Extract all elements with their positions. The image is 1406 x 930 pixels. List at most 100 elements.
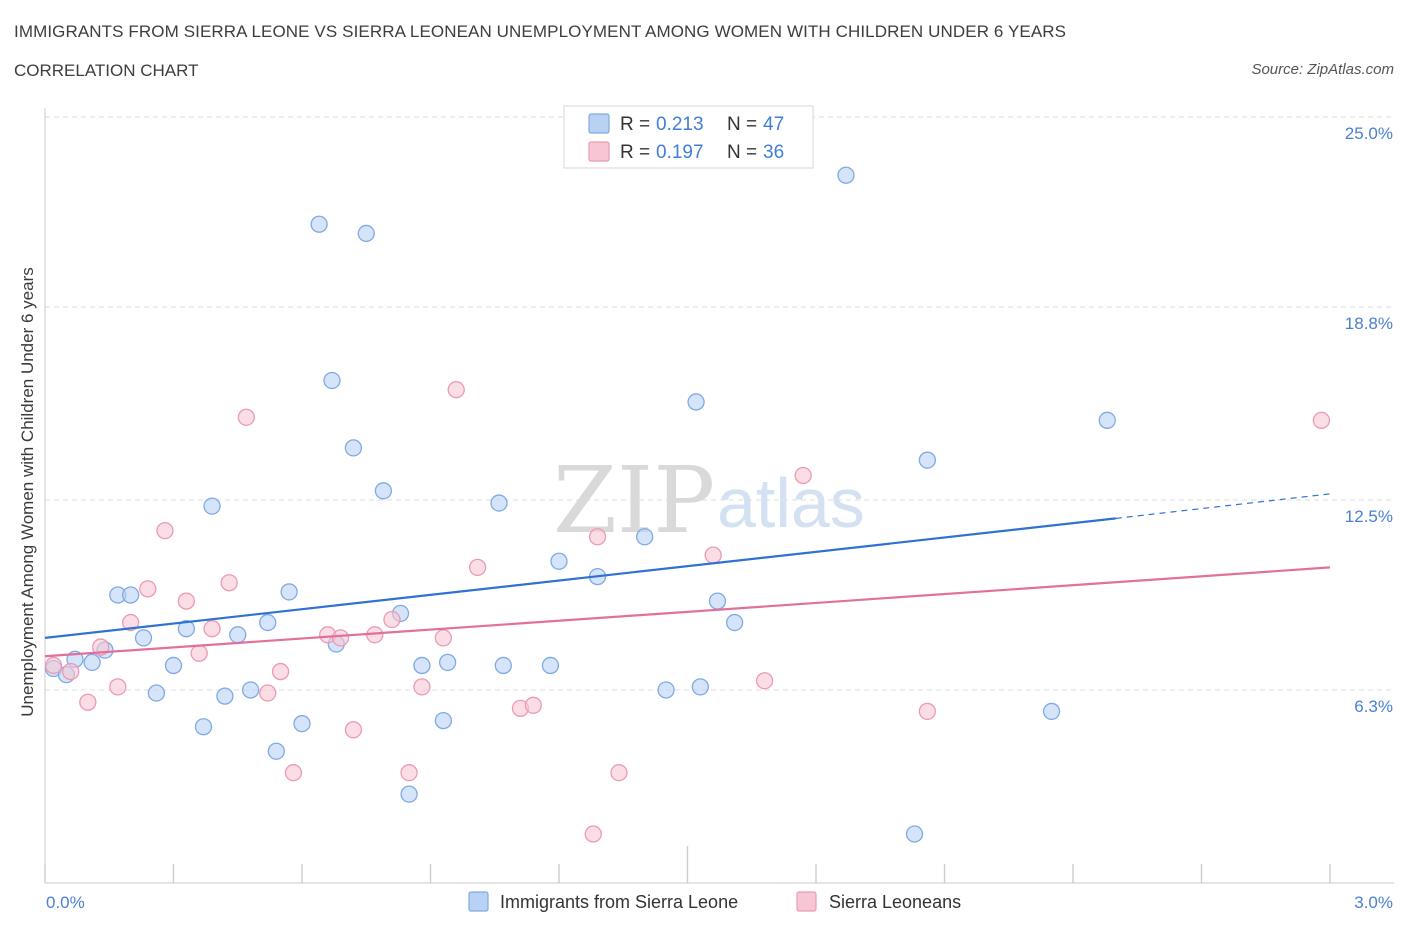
point-sierra-leoneans-9: [190, 644, 208, 662]
point-immigrants-7: [134, 629, 153, 647]
y-tick-label-2: 18.8%: [1345, 314, 1393, 333]
point-immigrants-27: [400, 785, 418, 803]
point-immigrants-20: [310, 215, 328, 233]
point-immigrants-34: [550, 552, 568, 570]
axes: [44, 108, 1394, 884]
point-immigrants-24: [357, 224, 375, 243]
point-immigrants-36: [636, 528, 654, 546]
point-immigrants-12: [203, 497, 221, 515]
point-sierra-leoneans-35: [1312, 411, 1331, 429]
point-sierra-leoneans-31: [704, 546, 722, 564]
point-immigrants-16: [259, 613, 277, 632]
point-immigrants-44: [918, 451, 937, 469]
point-sierra-leoneans-15: [284, 764, 303, 782]
point-sierra-leoneans-5: [122, 613, 140, 632]
point-immigrants-6: [122, 586, 140, 604]
point-sierra-leoneans-8: [177, 592, 196, 610]
point-immigrants-29: [434, 711, 453, 730]
point-immigrants-14: [229, 626, 247, 644]
y-tick-label-3: 25.0%: [1345, 124, 1393, 143]
point-immigrants-10: [177, 620, 196, 638]
point-sierra-leoneans-11: [220, 574, 238, 592]
legend-series: Immigrants from Sierra Leone Sierra Leon…: [468, 891, 961, 912]
point-sierra-leoneans-33: [794, 466, 812, 485]
point-sierra-leoneans-7: [156, 521, 174, 540]
x-tick-label-0: 0.0%: [46, 893, 85, 912]
point-immigrants-25: [374, 482, 393, 500]
legend-r-label-1: R =: [620, 114, 650, 135]
point-immigrants-38: [687, 393, 705, 411]
legend-series-label-1: Immigrants from Sierra Leone: [500, 892, 738, 912]
data-points: [44, 166, 1331, 843]
chart-title: IMMIGRANTS FROM SIERRA LEONE VS SIERRA L…: [14, 22, 1067, 41]
y-tick-label-1: 12.5%: [1345, 507, 1393, 526]
legend-r-label-2: R =: [620, 142, 650, 163]
point-immigrants-28: [413, 656, 431, 675]
point-sierra-leoneans-24: [447, 381, 465, 399]
point-sierra-leoneans-4: [109, 678, 127, 696]
point-sierra-leoneans-1: [62, 662, 80, 681]
legend-n-label-2: N =: [727, 142, 757, 163]
point-sierra-leoneans-17: [331, 629, 350, 647]
legend-swatch-blue: [588, 113, 610, 134]
legend-n-value-1: 47: [763, 114, 784, 135]
legend-n-label-1: N =: [727, 114, 757, 135]
point-sierra-leoneans-28: [584, 825, 602, 843]
legend-stats: R = 0.213 N = 47 R = 0.197 N = 36: [563, 105, 814, 169]
y-axis-title: Unemployment Among Women with Children U…: [18, 267, 37, 716]
chart-subtitle: CORRELATION CHART: [14, 61, 199, 80]
point-sierra-leoneans-29: [588, 528, 607, 546]
point-immigrants-23: [344, 439, 363, 457]
point-immigrants-18: [280, 583, 298, 601]
point-immigrants-11: [194, 718, 213, 736]
watermark-atlas: atlas: [717, 464, 865, 542]
point-immigrants-41: [725, 613, 744, 632]
point-sierra-leoneans-20: [383, 610, 401, 629]
point-immigrants-37: [657, 681, 675, 699]
legend-series-label-2: Sierra Leoneans: [829, 892, 961, 912]
y-tick-label-0: 6.3%: [1354, 697, 1393, 716]
point-immigrants-17: [267, 742, 285, 760]
point-sierra-leoneans-6: [139, 580, 157, 598]
point-immigrants-15: [241, 681, 260, 699]
point-sierra-leoneans-21: [400, 764, 418, 782]
point-sierra-leoneans-10: [203, 620, 221, 638]
legend-series-swatch-blue: [468, 891, 489, 912]
point-immigrants-21: [323, 371, 341, 390]
point-sierra-leoneans-30: [610, 764, 628, 782]
point-immigrants-42: [837, 166, 855, 184]
trend-line-immigrants: [44, 517, 1116, 639]
point-immigrants-31: [494, 656, 512, 675]
point-immigrants-40: [708, 592, 727, 610]
point-immigrants-32: [490, 494, 508, 512]
point-immigrants-46: [1098, 411, 1116, 429]
legend-n-value-2: 36: [763, 142, 784, 163]
trend-line-immigrants-extension: [1115, 493, 1331, 519]
point-sierra-leoneans-2: [79, 693, 97, 711]
point-sierra-leoneans-13: [259, 684, 277, 702]
x-tick-label-1: 3.0%: [1354, 893, 1393, 912]
legend-r-value-2: 0.197: [656, 142, 704, 163]
point-immigrants-9: [164, 656, 183, 675]
trend-lines: [44, 493, 1331, 658]
point-immigrants-19: [293, 715, 311, 733]
point-immigrants-13: [216, 687, 234, 705]
source-label: Source: ZipAtlas.com: [1251, 61, 1394, 78]
point-immigrants-39: [691, 678, 709, 696]
watermark-zip: ZIP: [553, 447, 715, 554]
point-immigrants-30: [438, 653, 457, 672]
point-sierra-leoneans-18: [344, 721, 363, 739]
legend-series-swatch-pink: [796, 891, 817, 912]
point-sierra-leoneans-25: [468, 558, 487, 577]
trend-line-sierra-leoneans: [44, 566, 1331, 658]
point-sierra-leoneans-22: [413, 678, 431, 696]
point-immigrants-3: [83, 653, 101, 672]
legend-r-value-1: 0.213: [656, 114, 704, 135]
point-sierra-leoneans-12: [237, 408, 255, 426]
point-sierra-leoneans-27: [524, 696, 542, 714]
point-immigrants-33: [541, 656, 560, 675]
point-immigrants-45: [1042, 702, 1061, 721]
point-sierra-leoneans-32: [755, 672, 774, 690]
point-sierra-leoneans-23: [434, 629, 453, 647]
